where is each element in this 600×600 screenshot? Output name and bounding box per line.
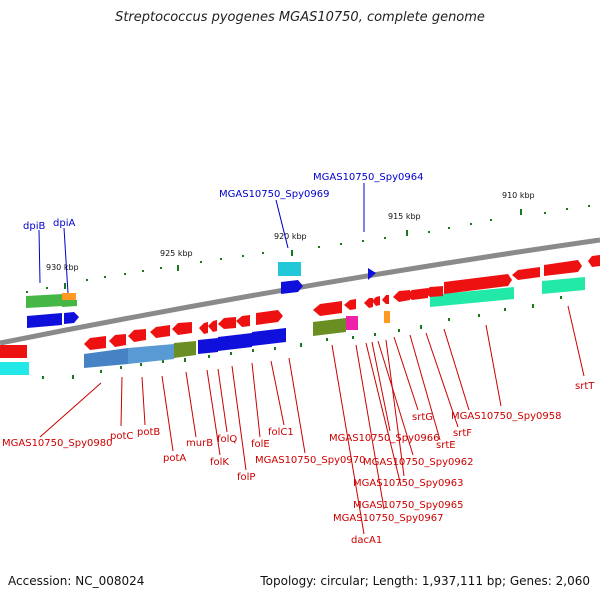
gene-cyan-left	[0, 362, 29, 375]
label-Spy0969: MGAS10750_Spy0969	[219, 189, 329, 200]
gene-red-i9	[236, 315, 250, 327]
gene-red-o1	[444, 274, 512, 294]
label-dpiA: dpiA	[53, 218, 75, 229]
gene-red-i5	[172, 322, 192, 335]
label-Spy0962: MGAS10750_Spy0962	[363, 457, 473, 468]
gene-magenta	[346, 316, 358, 330]
gene-red-o4	[424, 286, 443, 297]
label-dacA1: dacA1	[351, 535, 382, 546]
gene-potB	[128, 344, 174, 364]
gene-red-i10	[256, 310, 283, 325]
red-leader-lines	[39, 305, 585, 535]
topology-text: Topology: circular; Length: 1,937,111 bp…	[260, 574, 590, 588]
gene-blue-1	[27, 313, 62, 328]
blue-leader-lines	[38, 183, 365, 294]
label-potB: potB	[137, 427, 160, 438]
label-folE: folE	[251, 439, 270, 450]
gene-folP	[252, 328, 286, 346]
label-srtT: srtT	[575, 381, 595, 392]
gene-red-i8	[218, 317, 236, 329]
label-folP: folP	[237, 472, 255, 483]
gene-orange-small-2	[384, 311, 390, 323]
gene-red-i7	[208, 320, 217, 332]
label-potA: potA	[163, 453, 186, 464]
label-srtG: srtG	[412, 412, 433, 423]
gene-cyan-1	[278, 262, 301, 276]
label-potC: potC	[110, 431, 133, 442]
label-Spy0958: MGAS10750_Spy0958	[451, 411, 561, 422]
label-folQ: folQ	[217, 434, 237, 445]
gene-red-i13	[364, 298, 373, 308]
gene-Spy0970	[313, 318, 346, 336]
accession-text: Accession: NC_008024	[8, 574, 145, 588]
gene-teal-1	[430, 287, 514, 307]
gene-red-o6	[544, 260, 582, 276]
kbp-label-925: 925 kbp	[160, 249, 193, 258]
gene-red-o3	[393, 290, 410, 302]
label-dpiB: dpiB	[23, 221, 45, 232]
gene-red-o2	[406, 288, 428, 300]
label-Spy0970: MGAS10750_Spy0970	[255, 455, 365, 466]
label-murB: murB	[186, 438, 213, 449]
gene-potC	[84, 348, 128, 368]
outer-genes	[26, 255, 600, 328]
gene-Spy0969	[281, 280, 303, 294]
gene-folK	[198, 338, 218, 354]
gene-folQ	[218, 333, 252, 351]
label-Spy0967: MGAS10750_Spy0967	[333, 513, 443, 524]
label-srtF: srtF	[453, 428, 472, 439]
gene-dpiB-b	[62, 300, 77, 307]
gene-red-i11	[313, 301, 342, 316]
gene-Spy0964	[368, 268, 376, 280]
gene-murB	[174, 341, 196, 358]
kbp-label-920: 920 kbp	[274, 232, 307, 241]
gene-red-o5	[512, 267, 540, 280]
kbp-label-930: 930 kbp	[46, 263, 79, 272]
gene-dpiB	[26, 294, 63, 308]
outer-tick-track	[26, 205, 590, 293]
gene-red-i1	[84, 336, 106, 350]
kbp-label-910: 910 kbp	[502, 191, 535, 200]
kbp-label-915: 915 kbp	[388, 212, 421, 221]
label-srtE: srtE	[436, 440, 456, 451]
gene-red-o7	[588, 255, 600, 267]
label-folK: folK	[210, 457, 229, 468]
gene-red-i15	[382, 295, 389, 304]
gene-red-i4	[150, 325, 170, 338]
gene-orange-small-1	[62, 293, 76, 300]
red-labels: MGAS10750_Spy0980 potC potB potA murB fo…	[2, 381, 595, 546]
label-folC1: folC1	[268, 427, 294, 438]
inner-genes	[0, 295, 390, 375]
gene-teal-2	[542, 277, 585, 294]
gene-red-i6	[199, 322, 208, 334]
label-Spy0963: MGAS10750_Spy0963	[353, 478, 463, 489]
gene-red-i2	[109, 334, 126, 347]
gene-dpiA	[64, 312, 79, 324]
page-title: Streptococcus pyogenes MGAS10750, comple…	[115, 10, 485, 25]
label-Spy0980: MGAS10750_Spy0980	[2, 438, 112, 449]
label-Spy0966: MGAS10750_Spy0966	[329, 433, 439, 444]
inner-tick-track	[42, 296, 562, 379]
gene-red-left	[0, 345, 27, 358]
gene-red-i3	[128, 329, 146, 342]
gene-red-i12	[344, 299, 356, 310]
gene-red-i14	[372, 296, 380, 306]
label-Spy0965: MGAS10750_Spy0965	[353, 500, 463, 511]
label-Spy0964: MGAS10750_Spy0964	[313, 172, 423, 183]
